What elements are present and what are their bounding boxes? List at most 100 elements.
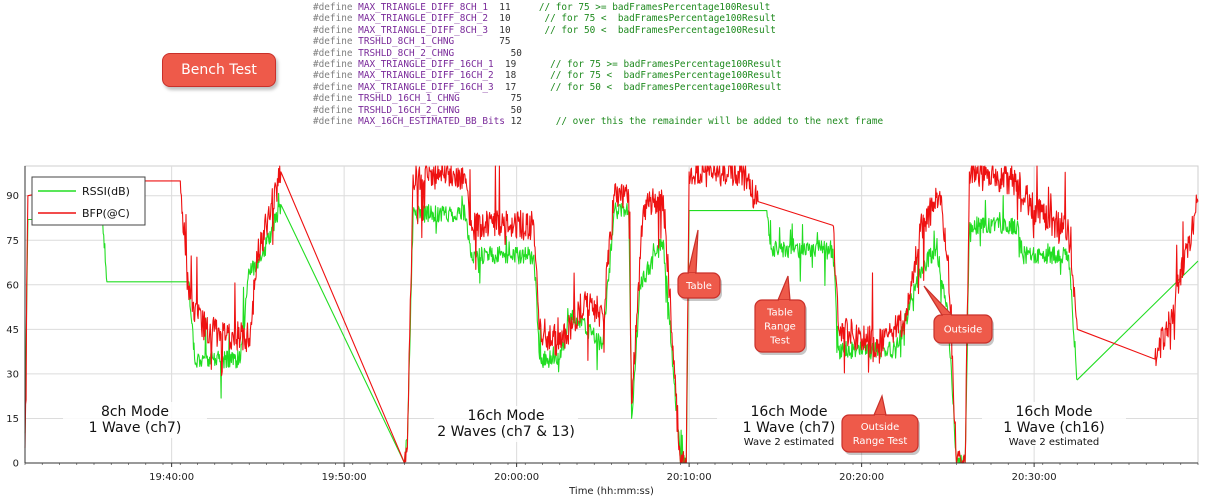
code-comment: // over this the remainder will be added… bbox=[521, 116, 884, 128]
callout-box bbox=[933, 314, 993, 344]
annotation-bg bbox=[717, 402, 861, 446]
y-tick-label: 75 bbox=[6, 236, 19, 247]
series-line-bfp bbox=[24, 165, 1199, 464]
mode-label-line: 16ch Mode bbox=[1016, 404, 1093, 420]
callout-box bbox=[677, 272, 721, 299]
code-line: #define MAX_16CH_ESTIMATED_BB_Bits 12 //… bbox=[313, 116, 883, 127]
mode-sub-label: Wave 2 estimated bbox=[744, 437, 835, 448]
mode-label-line: 1 Wave (ch7) bbox=[743, 420, 836, 436]
code-kw: #define bbox=[313, 47, 353, 59]
legend-box bbox=[31, 176, 146, 226]
x-tick-label: 20:10:00 bbox=[667, 472, 712, 483]
mode-sub-label: Wave 2 estimated bbox=[1009, 437, 1100, 448]
annotation-bg bbox=[434, 406, 578, 442]
code-name: MAX_TRIANGLE_DIFF_16CH_2 bbox=[358, 70, 494, 82]
line-chart: 0 15 30 45 60 75 90 19:40:00 19:50:00 20:00:00 20:… bbox=[6, 165, 1199, 497]
code-pad bbox=[494, 82, 505, 93]
code-line: #define MAX_TRIANGLE_DIFF_8CH_1 11 // fo… bbox=[313, 2, 883, 13]
mode-label-line: 1 Wave (ch7) bbox=[89, 420, 182, 436]
code-name: MAX_TRIANGLE_DIFF_8CH_2 bbox=[358, 13, 488, 25]
callout-text: Range Test bbox=[853, 436, 908, 447]
code-comment: // for 75 < badFramesPercentage100Result bbox=[516, 70, 782, 82]
code-line: #define MAX_TRIANGLE_DIFF_8CH_2 10 // fo… bbox=[313, 13, 883, 24]
callout-join bbox=[875, 415, 885, 417]
code-line: #define TRSHLD_8CH_1_CHNG 75 bbox=[313, 36, 883, 47]
code-comment: // for 50 < badFramesPercentage100Result bbox=[516, 81, 782, 93]
code-value: 75 bbox=[499, 36, 511, 48]
code-comment: // for 75 >= badFramesPercentage100Resul… bbox=[510, 2, 771, 13]
code-name: MAX_TRIANGLE_DIFF_16CH_3 bbox=[358, 81, 494, 93]
code-kw: #define bbox=[313, 70, 353, 82]
code-value: 18 bbox=[504, 70, 517, 82]
code-value: 10 bbox=[499, 24, 511, 36]
annotation-bg bbox=[982, 402, 1126, 446]
mode-label-line: 16ch Mode bbox=[751, 404, 828, 420]
code-kw: #define bbox=[313, 81, 353, 93]
callout: Table bbox=[677, 229, 722, 301]
callout-join bbox=[689, 273, 695, 275]
code-kw: #define bbox=[313, 93, 353, 105]
y-tick-label: 15 bbox=[6, 414, 19, 425]
code-name: MAX_TRIANGLE_DIFF_16CH_1 bbox=[358, 59, 494, 71]
bench-test-label: Bench Test bbox=[181, 62, 257, 78]
callout-text: Test bbox=[769, 336, 790, 347]
callout: Outside Range Test bbox=[841, 393, 920, 455]
code-name: MAX_TRIANGLE_DIFF_8CH_3 bbox=[358, 24, 488, 36]
code-value: 50 bbox=[510, 47, 522, 59]
code-value: 19 bbox=[504, 59, 517, 71]
code-kw: #define bbox=[313, 24, 353, 36]
callout-text: Outside bbox=[944, 325, 983, 336]
code-pad bbox=[494, 70, 505, 81]
callout-join bbox=[943, 315, 951, 317]
mode-label-line: 8ch Mode bbox=[101, 404, 169, 420]
x-tick-label: 19:50:00 bbox=[322, 472, 367, 483]
y-tick-label: 30 bbox=[6, 369, 19, 380]
code-line: #define MAX_TRIANGLE_DIFF_16CH_2 18 // f… bbox=[313, 70, 883, 81]
callout: Table Range Test bbox=[754, 275, 807, 355]
annotation-bg bbox=[63, 402, 207, 438]
axes: 0 15 30 45 60 75 90 19:40:00 19:50:00 20:00:00 20:… bbox=[6, 166, 1199, 497]
code-line: #define TRSHLD_8CH_2_CHNG 50 bbox=[313, 48, 883, 59]
code-name: TRSHLD_16CH_1_CHNG bbox=[358, 93, 460, 105]
callout: Outside bbox=[923, 285, 994, 346]
code-kw: #define bbox=[313, 2, 353, 13]
code-line: #define MAX_TRIANGLE_DIFF_8CH_3 10 // fo… bbox=[313, 25, 883, 36]
code-block: #define MAX_TRIANGLE_DIFF_8CH_1 11 // fo… bbox=[313, 2, 883, 127]
code-line: #define TRSHLD_16CH_2_CHNG 50 bbox=[313, 105, 883, 116]
code-value: 12 bbox=[510, 116, 522, 128]
code-pad bbox=[454, 48, 510, 59]
x-tick-label: 20:00:00 bbox=[494, 472, 539, 483]
x-axis-title: Time (hh:mm:ss) bbox=[568, 486, 654, 497]
code-comment: // for 50 < badFramesPercentage100Result bbox=[510, 24, 776, 36]
code-name: MAX_16CH_ESTIMATED_BB_Bits bbox=[358, 116, 505, 128]
code-value: 17 bbox=[504, 81, 517, 93]
y-tick-label: 90 bbox=[6, 191, 19, 202]
code-pad bbox=[460, 105, 511, 116]
code-kw: #define bbox=[313, 104, 353, 116]
code-pad bbox=[488, 2, 499, 13]
code-value: 11 bbox=[499, 2, 511, 13]
code-value: 50 bbox=[510, 104, 522, 116]
x-tick-label: 20:30:00 bbox=[1012, 472, 1057, 483]
code-line: #define MAX_TRIANGLE_DIFF_16CH_1 19 // f… bbox=[313, 59, 883, 70]
code-value: 75 bbox=[510, 93, 522, 105]
code-name: TRSHLD_8CH_1_CHNG bbox=[358, 36, 455, 48]
code-comment: // for 75 < badFramesPercentage100Result bbox=[510, 13, 776, 25]
mode-label-line: 2 Waves (ch7 & 13) bbox=[437, 424, 575, 440]
mode-label-line: 1 Wave (ch16) bbox=[1003, 420, 1105, 436]
y-tick-label: 60 bbox=[6, 280, 19, 291]
code-kw: #define bbox=[313, 59, 353, 71]
code-name: MAX_TRIANGLE_DIFF_8CH_1 bbox=[358, 2, 488, 13]
code-line: #define TRSHLD_16CH_1_CHNG 75 bbox=[313, 93, 883, 104]
code-kw: #define bbox=[313, 116, 353, 128]
code-line: #define MAX_TRIANGLE_DIFF_16CH_3 17 // f… bbox=[313, 82, 883, 93]
callout-text: Outside bbox=[861, 422, 900, 433]
bench-test-callout: Bench Test bbox=[162, 53, 276, 87]
mode-label-line: 16ch Mode bbox=[468, 408, 545, 424]
x-tick-label: 19:40:00 bbox=[149, 472, 194, 483]
y-tick-label: 45 bbox=[6, 325, 19, 336]
